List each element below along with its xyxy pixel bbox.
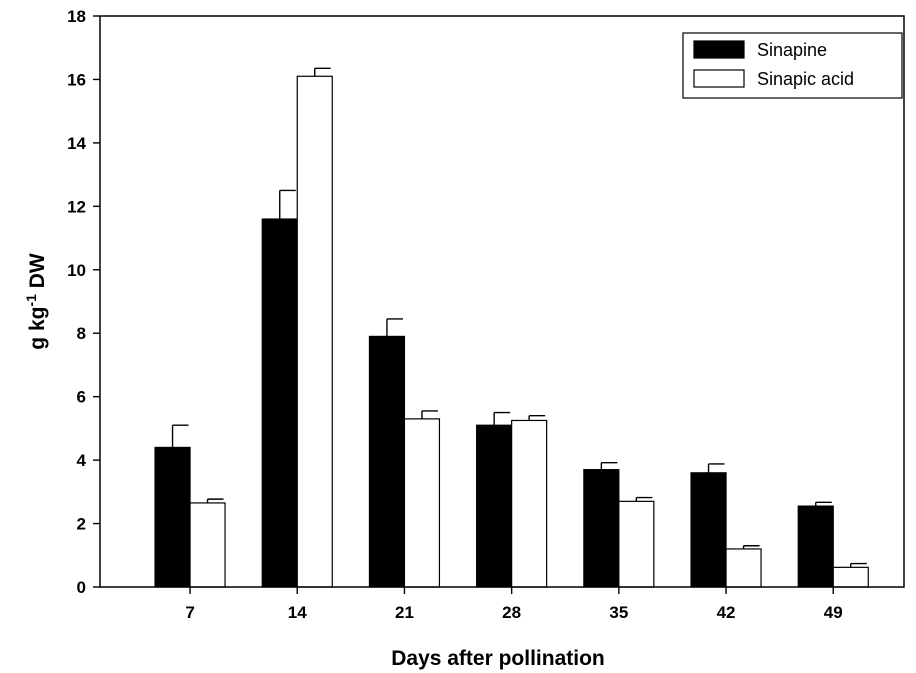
y-axis-ticks: 0 2 4 6 8 10 12 14 16 18 [67, 7, 100, 597]
y-tick-label: 14 [67, 134, 86, 153]
x-axis-ticks: 7 14 21 28 35 42 49 [185, 587, 843, 622]
bar-sinapic-acid-42 [725, 548, 762, 588]
x-tick-label: 21 [395, 603, 414, 622]
bar-sinapine-14 [261, 218, 298, 588]
legend: Sinapine Sinapic acid [682, 32, 903, 99]
y-tick-label: 0 [77, 578, 86, 597]
bar-sinapine-7 [154, 446, 191, 588]
y-tick-label: 4 [77, 451, 87, 470]
x-tick-label: 7 [185, 603, 194, 622]
bar-sinapine-42 [690, 472, 727, 588]
bar-sinapine-49 [797, 505, 834, 588]
y-axis-title-suffix: DW [26, 253, 49, 294]
bar-sinapic-acid-21 [403, 418, 441, 588]
bars-layer [154, 75, 869, 588]
y-tick-label: 18 [67, 7, 86, 26]
y-axis-title-base: g kg [26, 307, 49, 350]
legend-swatch-sinapine [693, 40, 745, 59]
plot-area-frame [99, 15, 905, 588]
x-tick-label: 14 [288, 603, 307, 622]
y-tick-label: 2 [77, 515, 86, 534]
y-axis-title: g kg-1 DW [23, 253, 49, 350]
y-tick-label: 12 [67, 197, 86, 216]
bar-sinapine-28 [476, 424, 513, 588]
x-tick-label: 42 [717, 603, 736, 622]
x-tick-label: 35 [609, 603, 628, 622]
y-axis-title-superscript: -1 [23, 294, 39, 307]
bar-sinapic-acid-7 [189, 502, 226, 588]
x-tick-label: 49 [824, 603, 843, 622]
bar-sinapic-acid-35 [618, 500, 655, 588]
bar-sinapine-21 [368, 335, 406, 588]
y-tick-label: 10 [67, 261, 86, 280]
bar-sinapic-acid-14 [296, 75, 333, 588]
bar-sinapine-35 [583, 469, 620, 588]
x-axis-title: Days after pollination [391, 647, 605, 670]
legend-swatch-sinapic-acid [693, 69, 745, 88]
error-bars-layer [171, 67, 867, 568]
y-tick-label: 8 [77, 324, 86, 343]
legend-label-sinapine: Sinapine [757, 40, 827, 60]
bar-sinapic-acid-28 [511, 419, 548, 588]
y-tick-label: 16 [67, 70, 86, 89]
legend-label-sinapic-acid: Sinapic acid [757, 69, 854, 89]
y-tick-label: 6 [77, 388, 86, 407]
bar-sinapic-acid-49 [832, 566, 869, 588]
x-tick-label: 28 [502, 603, 521, 622]
